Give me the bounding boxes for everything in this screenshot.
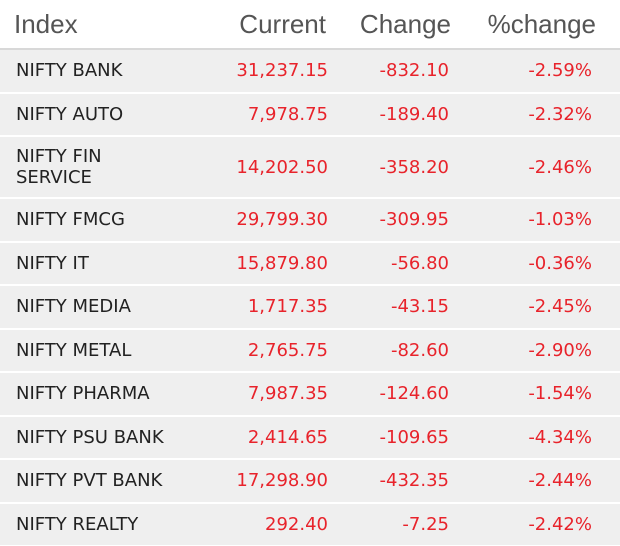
index-name-cell: NIFTY PHARMA bbox=[0, 371, 205, 416]
index-name-cell: NIFTY METAL bbox=[0, 327, 205, 372]
current-value-cell: 2,414.65 bbox=[205, 414, 330, 459]
index-name-cell: NIFTY REALTY bbox=[0, 501, 205, 545]
change-value-cell: -43.15 bbox=[330, 284, 455, 329]
table-row[interactable]: NIFTY FIN SERVICE 14,202.50 -358.20 -2.4… bbox=[0, 135, 620, 198]
change-value-cell: -189.40 bbox=[330, 91, 455, 136]
pct-change-value-cell: -1.03% bbox=[455, 197, 620, 242]
pct-change-value-cell: -2.45% bbox=[455, 284, 620, 329]
pct-change-value-cell: -0.36% bbox=[455, 240, 620, 285]
header-current: Current bbox=[205, 0, 330, 50]
table-row[interactable]: NIFTY PHARMA 7,987.35 -124.60 -1.54% bbox=[0, 371, 620, 416]
table-row[interactable]: NIFTY MEDIA 1,717.35 -43.15 -2.45% bbox=[0, 284, 620, 329]
pct-change-value-cell: -2.42% bbox=[455, 501, 620, 545]
table-row[interactable]: NIFTY REALTY 292.40 -7.25 -2.42% bbox=[0, 501, 620, 545]
current-value-cell: 7,978.75 bbox=[205, 91, 330, 136]
index-name: NIFTY MEDIA bbox=[16, 296, 131, 318]
index-name: NIFTY AUTO bbox=[16, 103, 124, 125]
table-body: NIFTY BANK 31,237.15 -832.10 -2.59% NIFT… bbox=[0, 48, 620, 545]
current-value-cell: 15,879.80 bbox=[205, 240, 330, 285]
change-value-cell: -832.10 bbox=[330, 48, 455, 93]
change-value-cell: -109.65 bbox=[330, 414, 455, 459]
index-name: NIFTY METAL bbox=[16, 339, 132, 361]
index-name-cell: NIFTY PSU BANK bbox=[0, 414, 205, 459]
current-value-cell: 292.40 bbox=[205, 501, 330, 545]
header-pct-change: %change bbox=[455, 0, 620, 50]
index-name: NIFTY PHARMA bbox=[16, 383, 150, 405]
pct-change-value-cell: -2.46% bbox=[455, 135, 620, 198]
current-value-cell: 1,717.35 bbox=[205, 284, 330, 329]
index-name: NIFTY PVT BANK bbox=[16, 470, 163, 492]
index-name-cell: NIFTY MEDIA bbox=[0, 284, 205, 329]
table-row[interactable]: NIFTY BANK 31,237.15 -832.10 -2.59% bbox=[0, 48, 620, 93]
index-name-cell: NIFTY FIN SERVICE bbox=[0, 135, 205, 198]
change-value-cell: -82.60 bbox=[330, 327, 455, 372]
change-value-cell: -7.25 bbox=[330, 501, 455, 545]
pct-change-value-cell: -2.90% bbox=[455, 327, 620, 372]
index-name: NIFTY IT bbox=[16, 252, 89, 274]
current-value-cell: 7,987.35 bbox=[205, 371, 330, 416]
current-value-cell: 2,765.75 bbox=[205, 327, 330, 372]
table-row[interactable]: NIFTY IT 15,879.80 -56.80 -0.36% bbox=[0, 240, 620, 285]
pct-change-value-cell: -1.54% bbox=[455, 371, 620, 416]
table-row[interactable]: NIFTY AUTO 7,978.75 -189.40 -2.32% bbox=[0, 91, 620, 136]
header-index: Index bbox=[0, 0, 205, 50]
change-value-cell: -309.95 bbox=[330, 197, 455, 242]
pct-change-value-cell: -2.59% bbox=[455, 48, 620, 93]
change-value-cell: -432.35 bbox=[330, 458, 455, 503]
index-name-cell: NIFTY AUTO bbox=[0, 91, 205, 136]
header-change: Change bbox=[330, 0, 455, 50]
index-name: NIFTY REALTY bbox=[16, 513, 139, 535]
current-value-cell: 17,298.90 bbox=[205, 458, 330, 503]
pct-change-value-cell: -4.34% bbox=[455, 414, 620, 459]
index-name: NIFTY FIN SERVICE bbox=[16, 146, 102, 188]
index-name-cell: NIFTY BANK bbox=[0, 48, 205, 93]
current-value-cell: 14,202.50 bbox=[205, 135, 330, 198]
table-header: Index Current Change %change bbox=[0, 0, 620, 50]
index-name: NIFTY FMCG bbox=[16, 209, 125, 231]
header-row: Index Current Change %change bbox=[0, 0, 620, 50]
table-row[interactable]: NIFTY PSU BANK 2,414.65 -109.65 -4.34% bbox=[0, 414, 620, 459]
index-name: NIFTY BANK bbox=[16, 60, 123, 82]
current-value-cell: 31,237.15 bbox=[205, 48, 330, 93]
change-value-cell: -358.20 bbox=[330, 135, 455, 198]
change-value-cell: -124.60 bbox=[330, 371, 455, 416]
index-name-cell: NIFTY IT bbox=[0, 240, 205, 285]
table-row[interactable]: NIFTY PVT BANK 17,298.90 -432.35 -2.44% bbox=[0, 458, 620, 503]
index-name-cell: NIFTY FMCG bbox=[0, 197, 205, 242]
index-name: NIFTY PSU BANK bbox=[16, 426, 164, 448]
index-name-cell: NIFTY PVT BANK bbox=[0, 458, 205, 503]
current-value-cell: 29,799.30 bbox=[205, 197, 330, 242]
table-row[interactable]: NIFTY FMCG 29,799.30 -309.95 -1.03% bbox=[0, 197, 620, 242]
pct-change-value-cell: -2.44% bbox=[455, 458, 620, 503]
table-row[interactable]: NIFTY METAL 2,765.75 -82.60 -2.90% bbox=[0, 327, 620, 372]
pct-change-value-cell: -2.32% bbox=[455, 91, 620, 136]
change-value-cell: -56.80 bbox=[330, 240, 455, 285]
